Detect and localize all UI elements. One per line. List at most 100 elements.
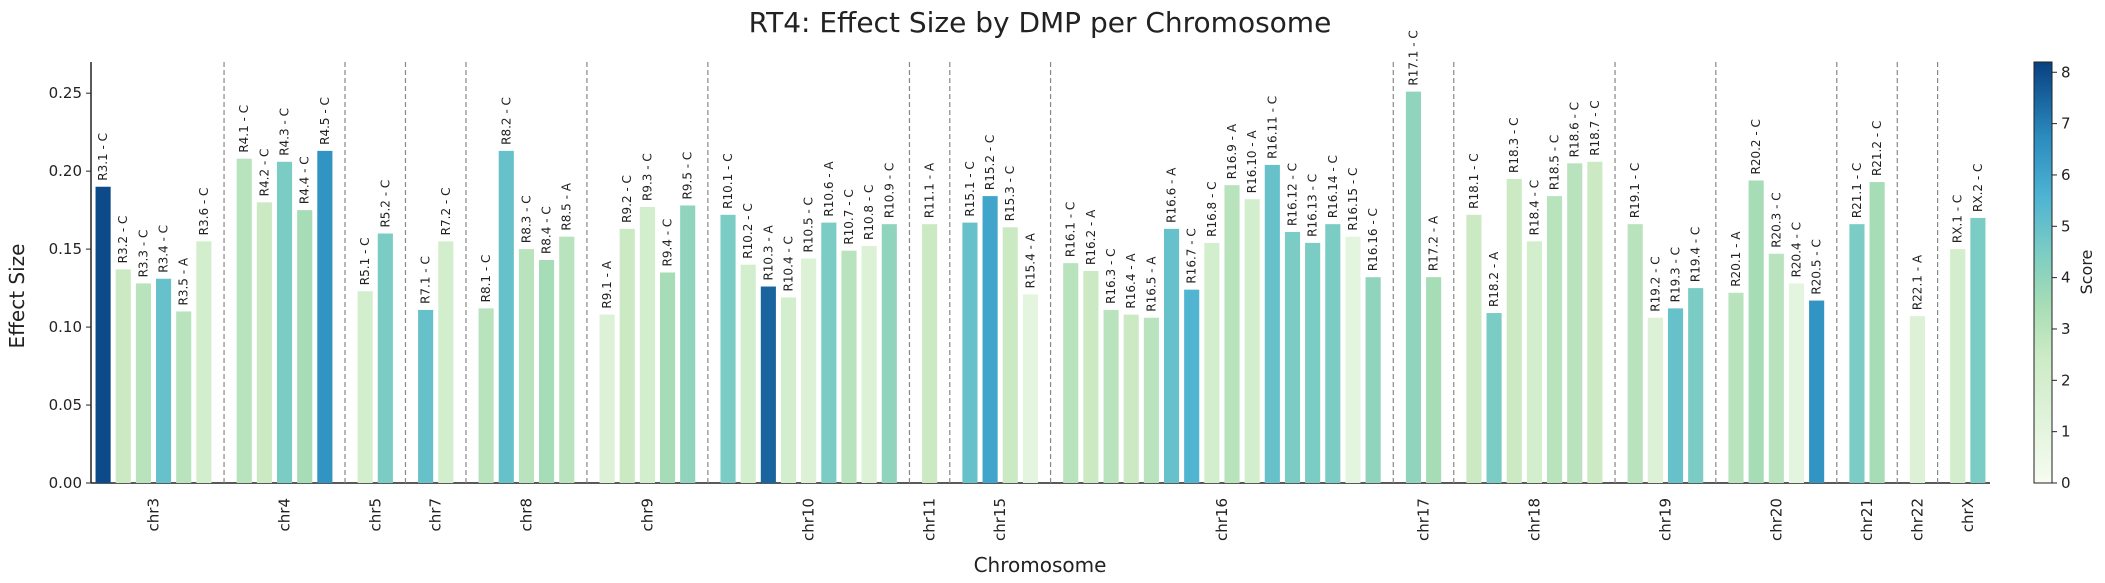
bar-label: R16.13 - C: [1306, 174, 1320, 237]
bar-label: R4.4 - C: [298, 156, 312, 204]
bar-label: R16.4 - A: [1124, 253, 1138, 309]
x-tick-label: chr15: [991, 498, 1009, 541]
y-tick-label: 0.15: [49, 240, 82, 258]
bar-label: R10.2 - C: [741, 203, 755, 258]
bar-label: R18.7 - C: [1588, 100, 1602, 155]
bar: [1909, 316, 1925, 483]
x-tick-label: chr8: [517, 498, 535, 531]
y-tick-label: 0.00: [49, 474, 82, 492]
bar-label: R15.4 - A: [1023, 232, 1037, 288]
y-tick-label: 0.20: [49, 162, 82, 180]
bar-label: R9.3 - C: [640, 153, 654, 201]
bar-label: R15.3 - C: [1003, 166, 1017, 221]
bar: [1667, 308, 1684, 483]
chart-title: RT4: Effect Size by DMP per Chromosome: [749, 6, 1332, 39]
bar-label: R19.2 - C: [1648, 256, 1662, 311]
bar: [881, 224, 897, 483]
bar: [1063, 263, 1079, 483]
x-tick-label: chr22: [1908, 498, 1926, 541]
bar: [659, 272, 676, 483]
bar: [619, 228, 635, 483]
bar-label: R18.2 - A: [1487, 251, 1501, 307]
bar-label: R21.1 - C: [1850, 163, 1864, 218]
bar-label: R9.1 - A: [600, 260, 614, 308]
bar: [156, 278, 172, 483]
x-tick-label: chr3: [144, 498, 162, 531]
bar: [1204, 242, 1220, 483]
bar-label: R3.1 - C: [96, 133, 110, 181]
bar-label: R19.1 - C: [1628, 163, 1642, 218]
bar: [962, 222, 978, 483]
bar-label: R11.1 - A: [923, 162, 937, 218]
bar-label: R8.4 - C: [540, 206, 554, 254]
y-axis-title: Effect Size: [5, 244, 29, 349]
y-tick-label: 0.25: [49, 84, 82, 102]
bar: [1506, 178, 1522, 483]
bar-label: R10.7 - C: [842, 189, 856, 244]
bar: [801, 258, 817, 483]
bar: [760, 286, 776, 483]
colorbar-tick-label: 6: [2061, 166, 2071, 184]
bar: [115, 269, 131, 483]
bar: [478, 308, 494, 483]
bar: [982, 196, 998, 483]
bar: [236, 158, 252, 484]
bar: [639, 207, 655, 483]
bar-label: R16.3 - C: [1104, 249, 1118, 304]
bar: [1284, 231, 1301, 483]
bar-label: R9.4 - C: [661, 219, 675, 267]
bar: [1466, 214, 1482, 483]
x-axis-title: Chromosome: [974, 553, 1107, 577]
bar: [1405, 91, 1422, 483]
bar-label: R5.1 - C: [358, 237, 372, 285]
bar-label: R16.15 - C: [1346, 168, 1360, 231]
bar-label: R19.3 - C: [1669, 247, 1683, 302]
bar-label: R16.10 - A: [1245, 130, 1259, 194]
bar: [95, 186, 111, 484]
bar-label: R18.6 - C: [1568, 102, 1582, 157]
bar-label: R15.1 - C: [963, 161, 977, 216]
x-tick-label: chr20: [1767, 498, 1785, 541]
bar: [1264, 164, 1280, 483]
bar: [1627, 224, 1643, 483]
x-tick-label: chr16: [1213, 498, 1231, 541]
x-tick-label: chrX: [1959, 498, 1977, 532]
bar: [841, 250, 857, 483]
colorbar-tick-label: 7: [2061, 115, 2071, 133]
bar-label: R3.3 - C: [136, 230, 150, 278]
colorbar-tick-label: 5: [2061, 217, 2071, 235]
colorbar-tick-label: 1: [2061, 423, 2071, 441]
bar-label: R20.4 - C: [1789, 222, 1803, 277]
x-tick-label: chr5: [366, 498, 384, 531]
bar: [922, 224, 938, 483]
bar: [276, 161, 293, 484]
bar: [1365, 277, 1381, 483]
x-tick-label: chr9: [638, 498, 656, 531]
bar: [1426, 277, 1442, 483]
bar-label: R16.6 - A: [1165, 167, 1179, 223]
bar-label: R3.2 - C: [116, 216, 130, 264]
x-tick-label: chr19: [1656, 498, 1674, 541]
bar: [1083, 270, 1099, 483]
bar: [1244, 199, 1260, 483]
bar: [1345, 236, 1361, 483]
bar: [196, 241, 212, 483]
bar: [539, 260, 555, 483]
bar: [1748, 180, 1764, 483]
bar-label: R16.7 - C: [1185, 228, 1199, 283]
bar: [1305, 242, 1321, 483]
bar-label: R9.2 - C: [620, 175, 634, 223]
bar: [498, 150, 514, 483]
bar: [518, 249, 534, 483]
bar-label: R16.9 - A: [1225, 123, 1239, 179]
bar-label: R10.8 - C: [862, 185, 876, 240]
bar-label: R10.4 - C: [782, 236, 796, 291]
bar: [377, 233, 393, 483]
bar-label: R10.1 - C: [721, 153, 735, 208]
bar-label: R16.2 - A: [1084, 209, 1098, 265]
x-tick-label: chr10: [800, 498, 818, 541]
x-tick-label: chr17: [1415, 498, 1433, 541]
bar: [1970, 217, 1986, 483]
bar-label: R17.2 - A: [1427, 215, 1441, 271]
bar-label: R22.1 - A: [1910, 254, 1924, 310]
